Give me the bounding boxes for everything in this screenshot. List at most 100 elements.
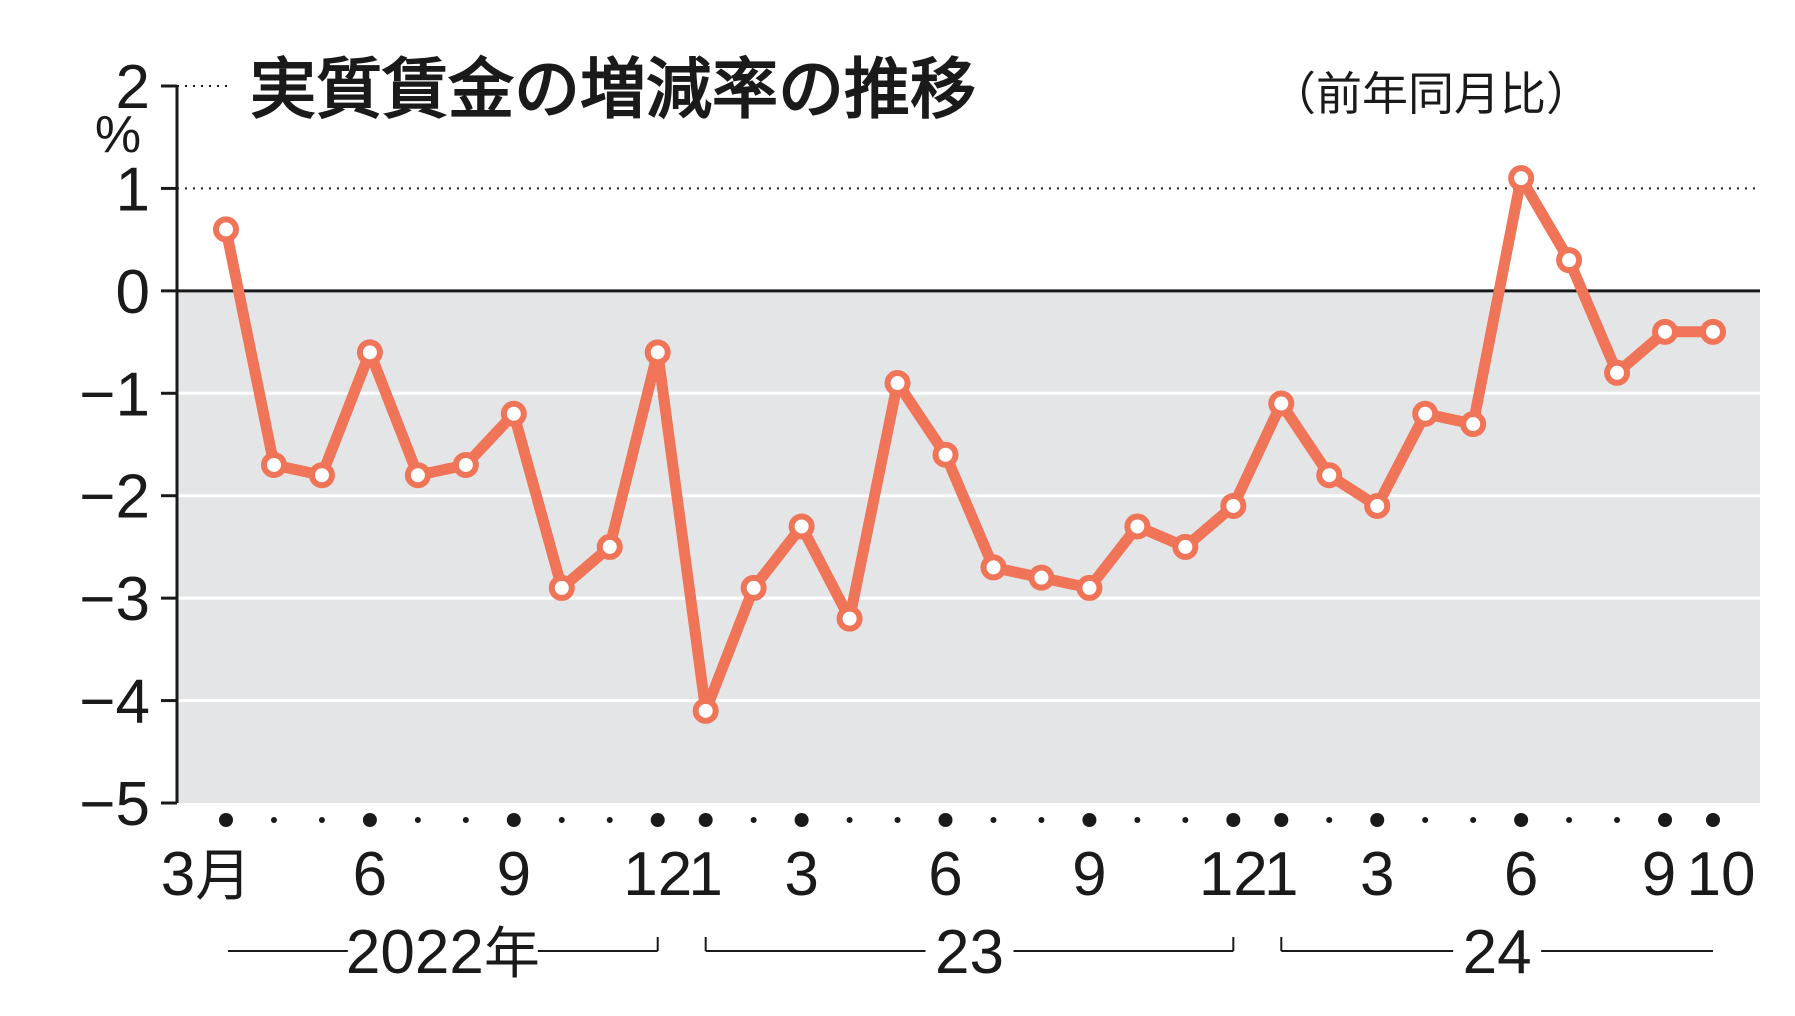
x-tick-labels: 3月 6 9 121 3 6 9 121 3 6 9 10 <box>161 840 1756 909</box>
x-tick-dot-minor <box>990 817 997 823</box>
x-tick-dot-major <box>698 813 713 827</box>
x-tick-label: 10 <box>1687 840 1756 909</box>
x-tick-dot-major <box>1082 813 1097 827</box>
data-point <box>404 462 431 489</box>
x-tick-dot-minor <box>1422 817 1429 823</box>
y-tick-label: −4 <box>79 668 150 737</box>
x-tick-dot-minor <box>414 817 421 823</box>
x-tick-dot-minor <box>1614 817 1621 823</box>
y-tick-label: −1 <box>79 360 150 429</box>
x-tick-dot-major <box>506 813 521 827</box>
y-tick-label: 0 <box>116 258 150 327</box>
chart-title: 実質賃金の増減率の推移 <box>250 51 976 128</box>
x-tick-dot-minor <box>1326 817 1333 823</box>
y-tick-label: 2 <box>116 53 150 122</box>
year-label: 24 <box>1463 918 1532 987</box>
x-tick-label: 9 <box>1642 840 1676 909</box>
data-point <box>1460 411 1487 438</box>
data-point <box>452 451 479 478</box>
x-tick-dot-major <box>1706 813 1720 827</box>
x-tick-dot-minor <box>462 817 469 823</box>
data-point <box>548 574 575 601</box>
negative-region-shade <box>177 290 1760 803</box>
data-point <box>1028 564 1055 591</box>
data-point <box>1412 400 1439 427</box>
x-tick-dot-major <box>1274 813 1289 827</box>
year-groups: 2022年 23 24 <box>228 918 1713 987</box>
x-tick-dot-major <box>1370 813 1385 827</box>
y-tick-label: −5 <box>79 770 150 839</box>
data-point <box>213 216 239 243</box>
x-tick-dot-minor <box>1038 817 1045 823</box>
x-tick-dot-minor <box>1182 817 1189 823</box>
x-tick-dot-major <box>1514 813 1529 827</box>
x-tick-dot-minor <box>318 817 325 823</box>
x-tick-dot-minor <box>1470 817 1477 823</box>
x-tick-dot-major <box>650 813 665 827</box>
x-tick-dot-major <box>794 813 809 827</box>
x-tick-dot-minor <box>894 817 901 823</box>
data-point <box>1124 513 1151 540</box>
x-tick-label: 3月 <box>161 840 251 909</box>
data-point <box>836 605 863 632</box>
x-tick-label: 3 <box>1360 840 1394 909</box>
data-point <box>1652 318 1679 345</box>
x-tick-dot-major <box>1658 813 1673 827</box>
x-tick-dots <box>219 813 1720 827</box>
x-tick-label: 9 <box>1072 840 1106 909</box>
data-point <box>1268 390 1295 417</box>
data-point <box>1172 533 1199 560</box>
plot-background <box>177 290 1760 803</box>
data-point <box>932 441 959 468</box>
data-point <box>1556 247 1583 274</box>
data-point <box>884 370 911 397</box>
x-tick-dot-major <box>938 813 953 827</box>
x-tick-label: 6 <box>928 840 962 909</box>
year-label: 2022年 <box>346 918 540 987</box>
x-tick-label: 1 <box>1264 840 1298 909</box>
data-point <box>644 339 671 366</box>
x-tick-dot-minor <box>270 817 277 823</box>
data-point <box>692 697 719 724</box>
y-tick-labels: 2 1 0 −1 −2 −3 −4 −5 <box>79 53 150 839</box>
data-point <box>1220 492 1247 519</box>
x-tick-dot-minor <box>606 817 613 823</box>
x-tick-label: 3 <box>784 840 818 909</box>
data-point <box>980 554 1007 581</box>
data-point <box>1604 359 1631 386</box>
data-point <box>788 513 815 540</box>
data-point <box>740 574 767 601</box>
y-tick-label: −2 <box>79 463 150 532</box>
title-backdrop <box>235 30 1795 140</box>
x-tick-label: 12 <box>1199 840 1268 909</box>
x-tick-dot-major <box>219 813 233 827</box>
data-point <box>1700 318 1726 345</box>
y-tick-label: 1 <box>116 155 150 224</box>
data-point <box>1364 492 1391 519</box>
x-tick-dot-minor <box>558 817 565 823</box>
x-tick-dot-major <box>1226 813 1241 827</box>
x-tick-label: 12 <box>623 840 692 909</box>
x-tick-label: 6 <box>353 840 387 909</box>
data-point <box>1508 165 1535 192</box>
x-tick-dot-minor <box>750 817 757 823</box>
x-tick-dot-minor <box>1566 817 1573 823</box>
gridlines <box>177 85 1760 703</box>
x-tick-dot-minor <box>1134 817 1141 823</box>
data-point <box>1076 574 1103 601</box>
data-point <box>500 400 527 427</box>
chart-subtitle: （前年同月比） <box>1270 67 1592 121</box>
x-tick-label: 1 <box>688 840 722 909</box>
data-point <box>260 451 287 478</box>
x-tick-label: 6 <box>1504 840 1538 909</box>
data-point <box>1316 462 1343 489</box>
y-tick-label: −3 <box>79 565 150 634</box>
data-point <box>596 533 623 560</box>
x-tick-label: 9 <box>497 840 531 909</box>
data-point <box>308 462 335 489</box>
x-tick-dot-major <box>362 813 377 827</box>
year-label: 23 <box>935 918 1004 987</box>
y-unit-label: % <box>95 106 141 164</box>
data-point <box>356 339 383 366</box>
